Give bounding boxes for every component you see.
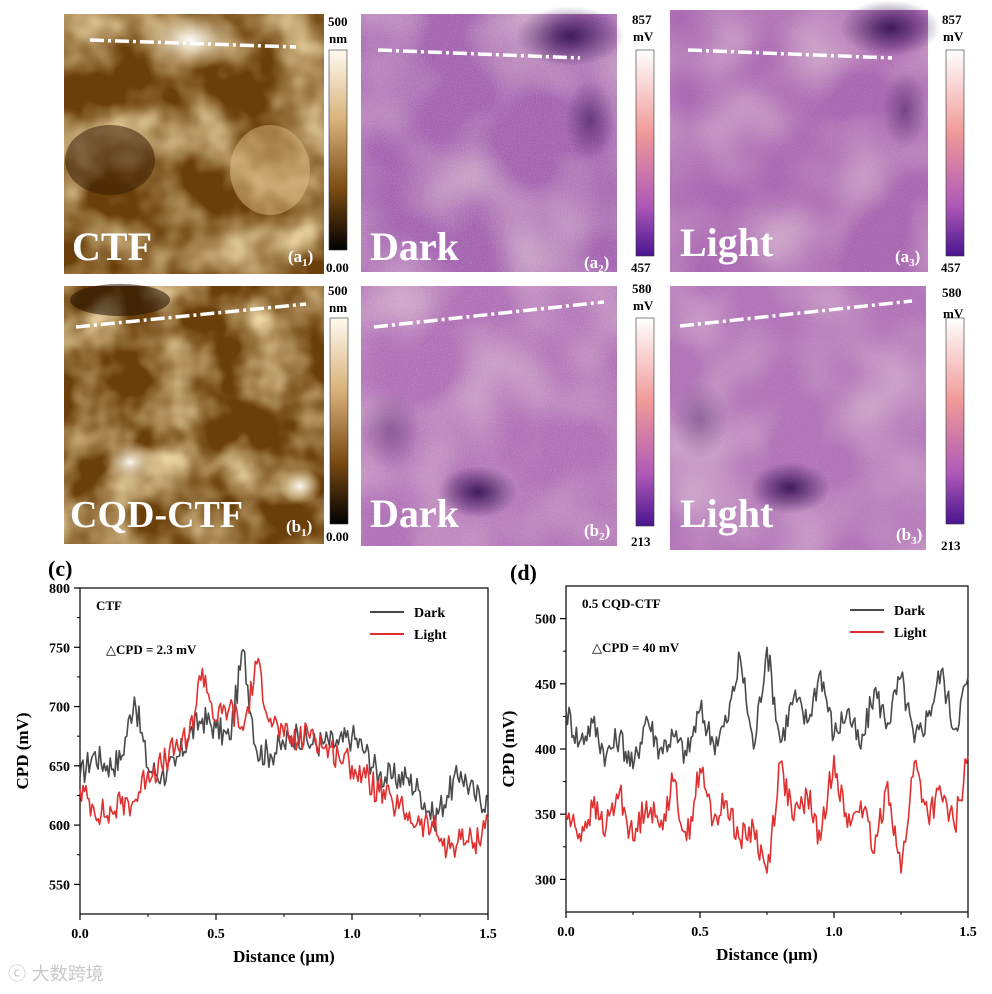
x-tick-label: 0.5: [691, 925, 709, 940]
colorbar-min: 213: [631, 534, 651, 549]
chart-title: CTF: [96, 598, 122, 613]
series-line-dark: [565, 646, 969, 770]
series-line-light: [565, 754, 969, 874]
x-tick-label: 1.5: [479, 927, 497, 942]
height-map-b1: [64, 284, 324, 544]
colorbar-unit: mV: [633, 29, 654, 44]
watermark-logo-icon: ⓒ: [8, 964, 26, 985]
image-tag-a2: (a2): [584, 253, 609, 275]
x-axis-label: Distance (μm): [233, 947, 335, 966]
x-axis-label: Distance (μm): [716, 945, 818, 964]
legend-label-light: Light: [894, 626, 927, 641]
colorbar-max: 580: [632, 281, 652, 296]
y-tick-label: 500: [535, 613, 556, 628]
y-tick-label: 750: [49, 641, 70, 656]
watermark-text: 大数跨境: [31, 964, 104, 985]
y-tick-label: 350: [535, 808, 556, 823]
microscopy-panels: CTF (a1) 500 nm 0.00 Dark (a2) 857 mV 45…: [64, 0, 965, 553]
chart-c: (c) 0.0 0.5 1.0 1.5 550 600 650 700 750 800 Distanc…: [13, 556, 497, 966]
y-tick-label: 600: [49, 819, 70, 834]
colorbar-min: 457: [941, 260, 961, 275]
x-tick-label: 0.0: [71, 927, 89, 942]
image-tag-a3: (a3): [895, 247, 920, 269]
colorbar-unit: mV: [633, 298, 654, 313]
colorbar-unit: mV: [943, 29, 964, 44]
y-tick-label: 550: [49, 878, 70, 893]
image-label-a2: Dark: [370, 224, 460, 269]
height-map-a1: [64, 10, 324, 274]
image-label-b1: CQD-CTF: [70, 494, 243, 536]
image-label-a1: CTF: [72, 224, 152, 269]
image-label-a3: Light: [680, 220, 774, 265]
x-tick-label: 1.0: [825, 925, 843, 940]
colorbar-kpfm-bottom-light: [945, 317, 965, 525]
watermark: ⓒ 大数跨境: [8, 960, 104, 986]
y-tick-label: 700: [49, 701, 70, 716]
colorbar-kpfm-bottom-dark: [635, 317, 655, 527]
y-tick-label: 450: [535, 678, 556, 693]
y-axis-label: CPD (mV): [499, 711, 518, 788]
colorbar-unit: nm: [329, 31, 347, 46]
legend-label-dark: Dark: [894, 604, 925, 619]
y-tick-label: 650: [49, 760, 70, 775]
image-tag-b1: (b1): [286, 517, 312, 539]
colorbar-max: 857: [632, 12, 652, 27]
colorbar-height-bottom: [329, 317, 349, 525]
chart-d: (d) 0.0 0.5 1.0 1.5 300 350 400 450 500 Distance (…: [499, 560, 977, 964]
panel-label: (d): [510, 560, 537, 585]
delta-cpd-annotation: △CPD = 40 mV: [592, 640, 680, 655]
series-line-light: [79, 657, 489, 859]
legend-label-dark: Dark: [414, 606, 445, 621]
colorbar-min: 0.00: [326, 529, 349, 544]
image-label-b2: Dark: [370, 491, 460, 536]
colorbar-kpfm-top-light: [945, 49, 965, 257]
colorbar-max: 580: [942, 285, 962, 300]
y-tick-label: 400: [535, 743, 556, 758]
series-line-dark: [79, 648, 489, 832]
x-tick-label: 0.5: [207, 927, 225, 942]
y-tick-label: 800: [49, 582, 70, 597]
kpfm-map-b2: [360, 286, 617, 546]
colorbar-max: 500: [328, 14, 348, 29]
kpfm-map-b3: [670, 286, 926, 550]
colorbar-min: 457: [631, 260, 651, 275]
x-tick-label: 0.0: [557, 925, 575, 940]
x-tick-label: 1.5: [959, 925, 977, 940]
image-tag-b3: (b3): [896, 525, 922, 547]
y-axis-label: CPD (mV): [13, 713, 32, 790]
image-tag-b2: (b2): [584, 521, 610, 543]
colorbar-min: 0.00: [326, 260, 349, 275]
x-tick-label: 1.0: [343, 927, 361, 942]
kpfm-map-a2: [361, 6, 625, 272]
kpfm-map-a3: [670, 0, 940, 272]
cpd-line-charts: (c) 0.0 0.5 1.0 1.5 550 600 650 700 750 800 Distanc…: [13, 556, 977, 966]
colorbar-max: 500: [328, 283, 348, 298]
colorbar-kpfm-top-dark: [635, 49, 655, 257]
y-tick-label: 300: [535, 873, 556, 888]
colorbar-min: 213: [941, 538, 961, 553]
image-tag-a1: (a1): [288, 247, 313, 269]
chart-title: 0.5 CQD-CTF: [582, 596, 661, 611]
panel-label: (c): [48, 556, 72, 581]
colorbar-unit: nm: [329, 300, 347, 315]
colorbar-height-top: [328, 49, 348, 251]
colorbar-unit: mV: [943, 306, 964, 321]
legend-label-light: Light: [414, 628, 447, 643]
colorbar-max: 857: [942, 12, 962, 27]
image-label-b3: Light: [680, 491, 774, 536]
delta-cpd-annotation: △CPD = 2.3 mV: [106, 642, 197, 657]
